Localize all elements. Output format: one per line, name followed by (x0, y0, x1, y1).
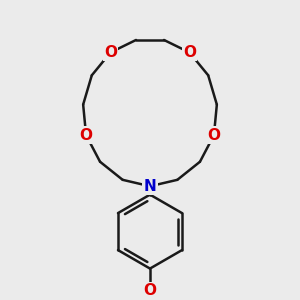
Text: N: N (144, 179, 156, 194)
Text: O: O (143, 283, 157, 298)
Text: O: O (183, 45, 196, 60)
Text: O: O (207, 128, 220, 142)
Text: O: O (80, 128, 93, 142)
Text: O: O (104, 45, 117, 60)
